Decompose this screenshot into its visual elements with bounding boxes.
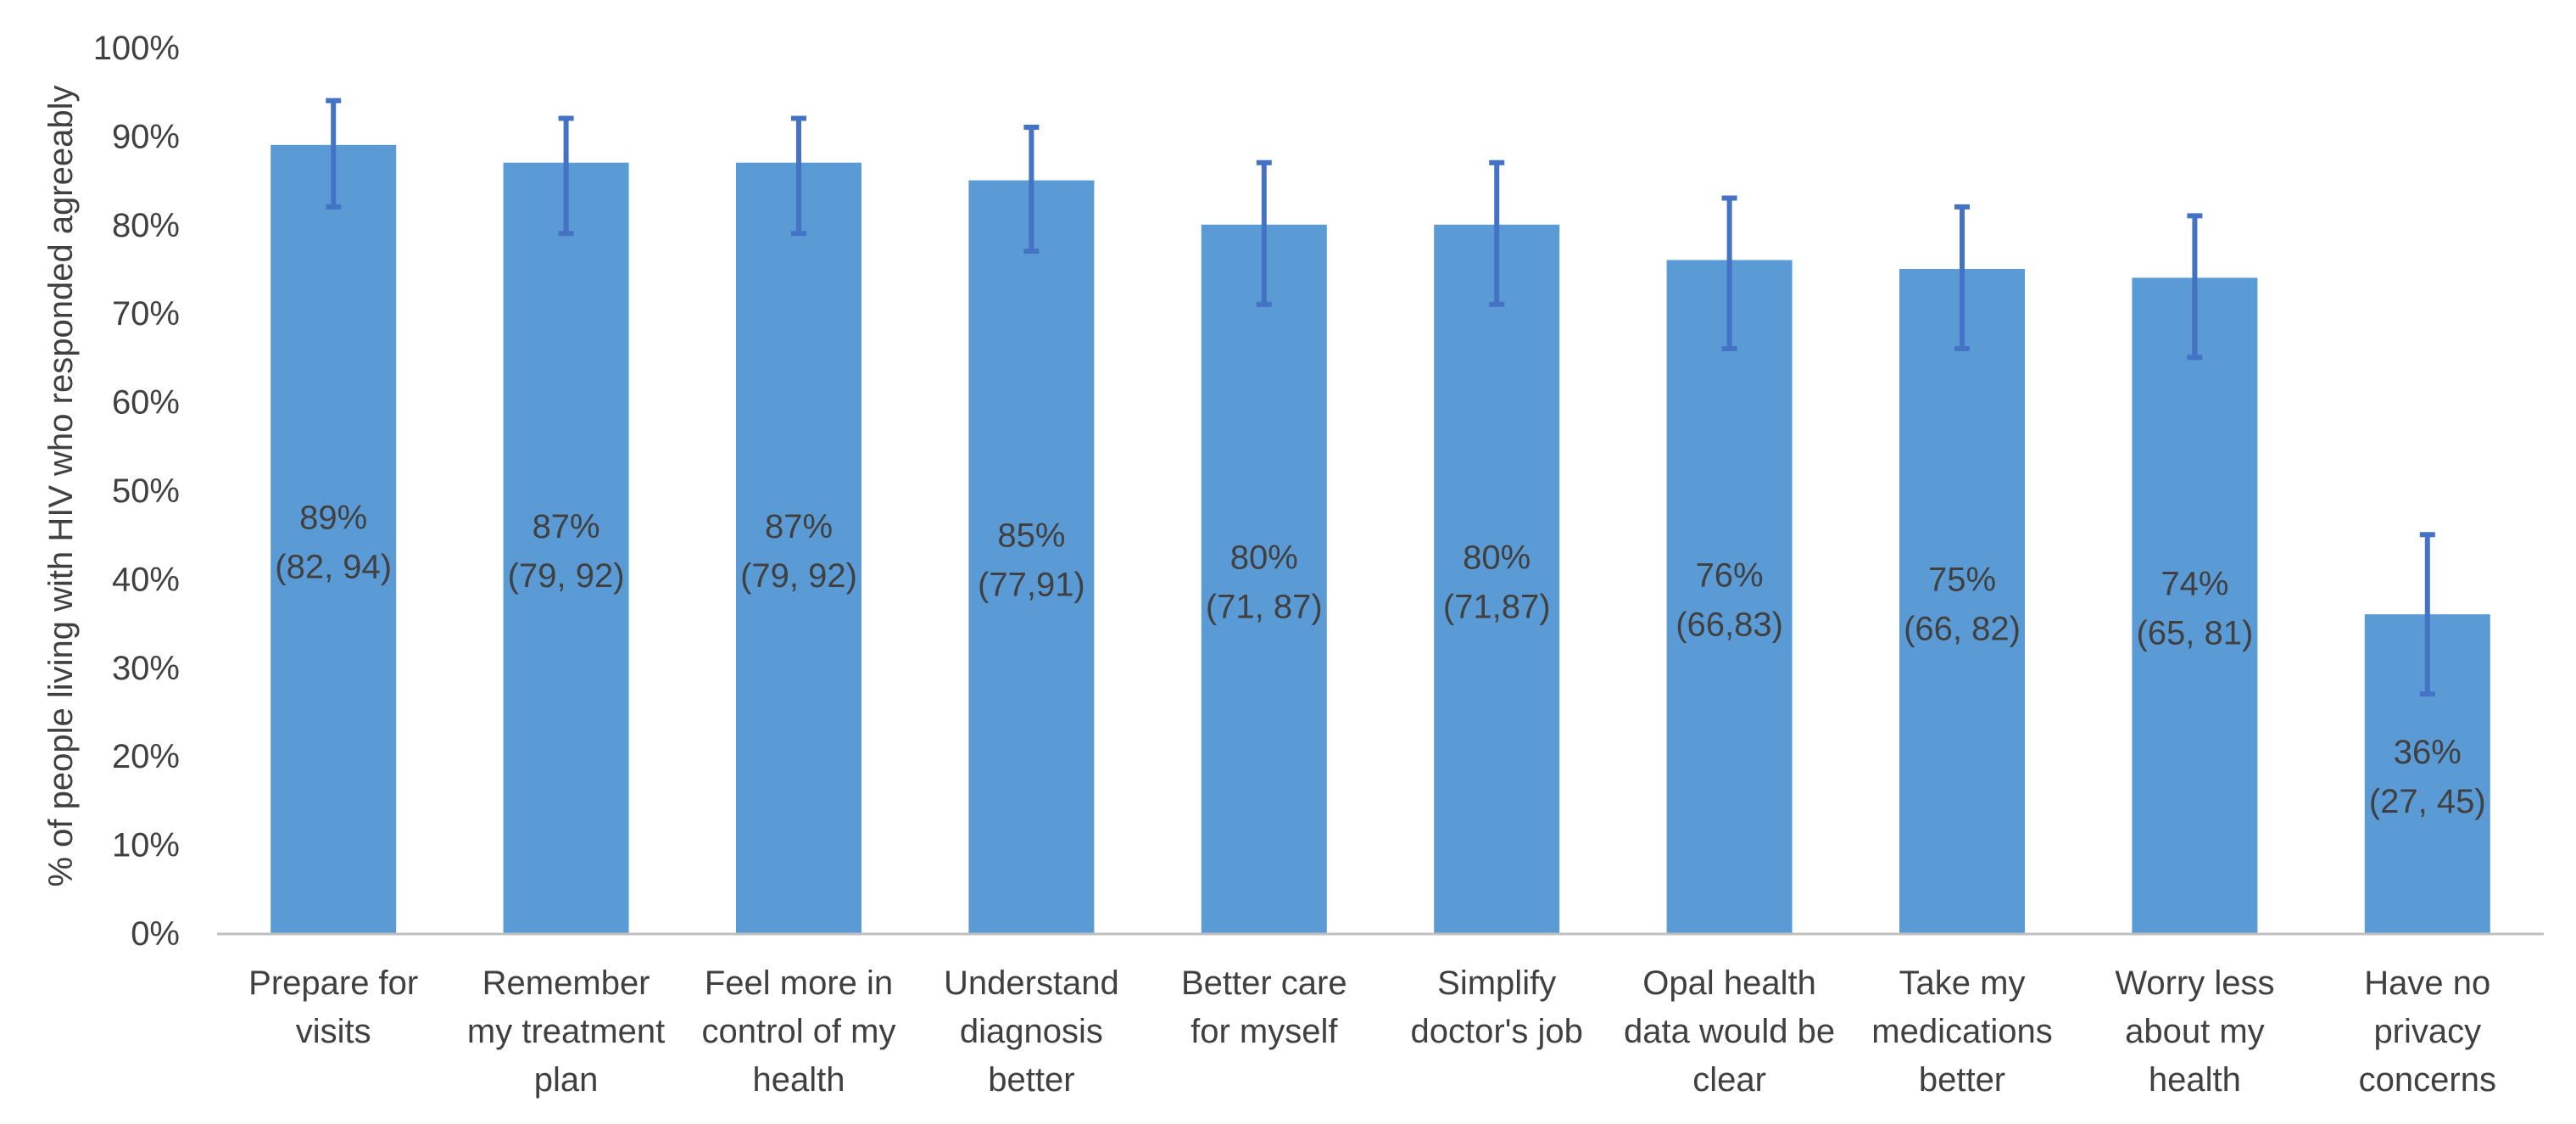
category-label-line: diagnosis (960, 1013, 1103, 1050)
bars-group (270, 144, 2490, 934)
category-label-line: Remember (482, 965, 650, 1002)
category-label-line: medications (1871, 1013, 2052, 1050)
category-label-line: health (753, 1061, 845, 1099)
y-tick-label: 30% (112, 650, 180, 687)
data-labels-group: 89% (82, 94) 87% (79, 92) 87% (79, 92) 85% (77,… (275, 499, 2485, 820)
y-tick-label: 20% (112, 738, 180, 775)
data-label-ci: (66,83) (1676, 606, 1783, 643)
category-label-line: data would be (1624, 1013, 1835, 1050)
category-label: Opal health data would be clear (1624, 965, 1835, 1099)
data-label-ci: (65, 81) (2136, 615, 2253, 652)
category-label-line: Have no (2364, 965, 2490, 1002)
bar (1899, 269, 2025, 933)
y-tick-label: 60% (112, 384, 180, 422)
category-label: Understand diagnosis better (944, 965, 1119, 1099)
category-label: Simplify doctor's job (1411, 965, 1583, 1050)
bar (503, 162, 629, 934)
category-label-line: about my (2125, 1013, 2265, 1050)
data-label-value: 85% (997, 517, 1065, 554)
bar (1434, 224, 1560, 933)
y-tick-label: 90% (112, 118, 180, 155)
category-label-line: Simplify (1437, 965, 1556, 1002)
category-label-line: for myself (1190, 1013, 1338, 1050)
data-label-ci: (71,87) (1443, 588, 1551, 625)
category-label: Feel more in control of my health (702, 965, 896, 1099)
data-label-ci: (77,91) (978, 566, 1085, 603)
category-label-line: better (988, 1061, 1074, 1099)
error-bar (2419, 532, 2435, 697)
error-bar (1023, 124, 1040, 254)
category-label: Worry less about my health (2115, 965, 2274, 1099)
bar (1666, 260, 1793, 933)
category-label-line: Worry less (2115, 965, 2274, 1002)
bar (270, 144, 397, 934)
data-label-value: 87% (532, 508, 600, 545)
y-axis-ticks: 0% 10% 20% 30% 40% 50% 60% 70% 80% 90% 100% (93, 30, 180, 953)
category-label-line: Understand (944, 965, 1119, 1002)
category-labels-group: Prepare for visits Remember my treatment pla… (248, 965, 2496, 1099)
category-label-line: doctor's job (1411, 1013, 1583, 1050)
category-label-line: privacy (2373, 1013, 2481, 1050)
category-label: Better care for myself (1181, 965, 1347, 1050)
category-label: Have no privacy concerns (2359, 965, 2496, 1099)
category-label-line: concerns (2359, 1061, 2496, 1099)
error-bar (558, 115, 574, 237)
category-label: Remember my treatment plan (467, 965, 665, 1099)
category-label: Prepare for visits (248, 965, 418, 1050)
error-bar (1721, 195, 1737, 351)
error-bar (1489, 159, 1505, 307)
data-label-ci: (79, 92) (740, 557, 857, 595)
data-label-value: 80% (1230, 539, 1298, 576)
data-label-value: 75% (1928, 562, 1996, 599)
y-tick-label: 0% (131, 915, 180, 953)
error-bars-group (326, 98, 2435, 697)
data-label-value: 36% (2394, 734, 2462, 771)
data-label-value: 76% (1696, 556, 1764, 594)
data-label-value: 89% (299, 499, 367, 536)
data-label-value: 87% (765, 508, 833, 545)
data-label-ci: (66, 82) (1904, 611, 2021, 648)
category-label-line: Feel more in (705, 965, 893, 1002)
category-label-line: Take my (1899, 965, 2026, 1002)
y-tick-label: 100% (93, 30, 180, 67)
category-label-line: health (2149, 1061, 2241, 1099)
data-label-ci: (27, 45) (2369, 783, 2486, 820)
error-bar (1954, 204, 1970, 351)
category-label-line: Prepare for (248, 965, 418, 1002)
error-bar (791, 115, 806, 237)
y-tick-label: 70% (112, 295, 180, 333)
y-tick-label: 10% (112, 827, 180, 864)
category-label-line: visits (296, 1013, 371, 1050)
data-label-ci: (79, 92) (508, 557, 625, 595)
category-label-line: Better care (1181, 965, 1347, 1002)
category-label-line: my treatment (467, 1013, 665, 1050)
bar (2132, 277, 2258, 933)
category-label-line: control of my (702, 1013, 896, 1050)
category-label-line: plan (534, 1061, 599, 1099)
category-label: Take my medications better (1871, 965, 2052, 1099)
data-label-ci: (71, 87) (1206, 588, 1323, 625)
data-label-ci: (82, 94) (275, 548, 392, 585)
data-label-value: 80% (1463, 539, 1531, 576)
data-label-value: 74% (2161, 566, 2228, 603)
y-axis-title: % of people living with HIV who responde… (42, 85, 80, 886)
category-label-line: better (1919, 1061, 2005, 1099)
bar (968, 180, 1095, 934)
error-bar (326, 98, 342, 210)
category-label-line: clear (1692, 1061, 1766, 1099)
error-bar (1256, 159, 1272, 307)
y-tick-label: 50% (112, 473, 180, 510)
category-label-line: Opal health (1642, 965, 1816, 1002)
error-bar (2187, 213, 2203, 361)
bar (1201, 224, 1327, 933)
bar (736, 162, 861, 934)
y-tick-label: 80% (112, 207, 180, 244)
y-tick-label: 40% (112, 561, 180, 598)
